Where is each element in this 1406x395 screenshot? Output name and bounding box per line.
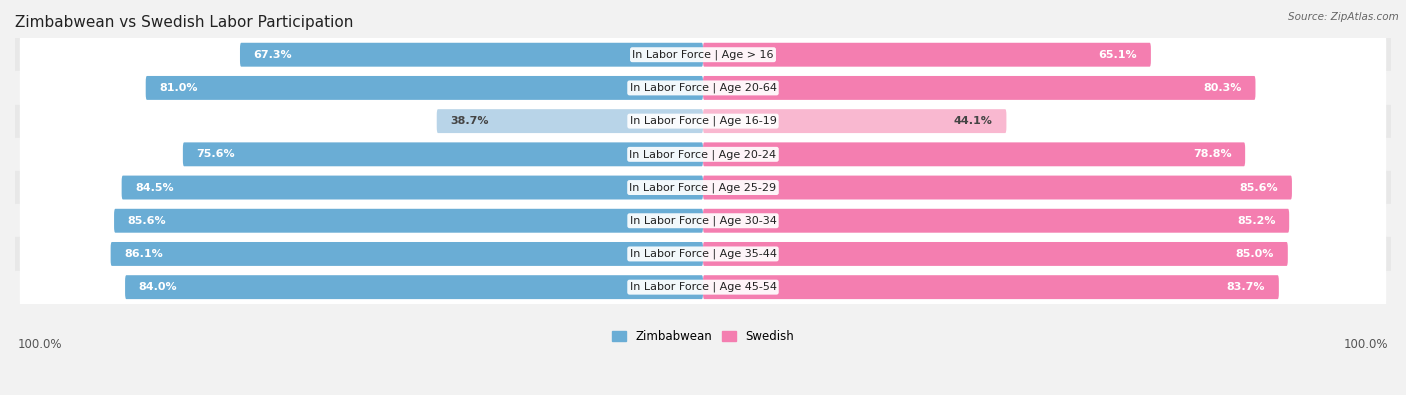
Bar — [15, 271, 1391, 304]
FancyBboxPatch shape — [122, 176, 703, 199]
FancyBboxPatch shape — [114, 209, 703, 233]
Text: 75.6%: 75.6% — [197, 149, 235, 159]
Text: In Labor Force | Age 25-29: In Labor Force | Age 25-29 — [630, 182, 776, 193]
Text: 67.3%: 67.3% — [253, 50, 292, 60]
FancyBboxPatch shape — [20, 228, 1386, 280]
Text: 84.0%: 84.0% — [139, 282, 177, 292]
Text: 83.7%: 83.7% — [1226, 282, 1265, 292]
Text: 85.6%: 85.6% — [128, 216, 166, 226]
Text: In Labor Force | Age > 16: In Labor Force | Age > 16 — [633, 49, 773, 60]
Text: 100.0%: 100.0% — [1344, 338, 1388, 351]
FancyBboxPatch shape — [703, 142, 1246, 166]
FancyBboxPatch shape — [703, 275, 1279, 299]
Text: 85.2%: 85.2% — [1237, 216, 1275, 226]
FancyBboxPatch shape — [703, 76, 1256, 100]
Text: 38.7%: 38.7% — [450, 116, 489, 126]
FancyBboxPatch shape — [20, 61, 1386, 115]
Text: In Labor Force | Age 35-44: In Labor Force | Age 35-44 — [630, 249, 776, 259]
Bar — [15, 171, 1391, 204]
FancyBboxPatch shape — [146, 76, 703, 100]
Text: 65.1%: 65.1% — [1098, 50, 1137, 60]
FancyBboxPatch shape — [183, 142, 703, 166]
FancyBboxPatch shape — [703, 242, 1288, 266]
FancyBboxPatch shape — [240, 43, 703, 67]
Text: 86.1%: 86.1% — [124, 249, 163, 259]
FancyBboxPatch shape — [703, 109, 1007, 133]
Bar — [15, 237, 1391, 271]
Text: 80.3%: 80.3% — [1204, 83, 1241, 93]
Text: 81.0%: 81.0% — [159, 83, 198, 93]
FancyBboxPatch shape — [703, 43, 1152, 67]
Text: In Labor Force | Age 20-64: In Labor Force | Age 20-64 — [630, 83, 776, 93]
Text: 85.0%: 85.0% — [1236, 249, 1274, 259]
Text: In Labor Force | Age 20-24: In Labor Force | Age 20-24 — [630, 149, 776, 160]
Legend: Zimbabwean, Swedish: Zimbabwean, Swedish — [612, 330, 794, 343]
Text: 100.0%: 100.0% — [18, 338, 62, 351]
Text: In Labor Force | Age 30-34: In Labor Force | Age 30-34 — [630, 216, 776, 226]
Bar — [15, 204, 1391, 237]
Text: 44.1%: 44.1% — [953, 116, 993, 126]
FancyBboxPatch shape — [111, 242, 703, 266]
FancyBboxPatch shape — [20, 194, 1386, 247]
FancyBboxPatch shape — [20, 94, 1386, 148]
FancyBboxPatch shape — [703, 209, 1289, 233]
Text: 78.8%: 78.8% — [1192, 149, 1232, 159]
Text: 85.6%: 85.6% — [1240, 182, 1278, 192]
FancyBboxPatch shape — [125, 275, 703, 299]
Text: Source: ZipAtlas.com: Source: ZipAtlas.com — [1288, 12, 1399, 22]
FancyBboxPatch shape — [20, 128, 1386, 181]
Text: In Labor Force | Age 45-54: In Labor Force | Age 45-54 — [630, 282, 776, 292]
FancyBboxPatch shape — [20, 261, 1386, 314]
Text: 84.5%: 84.5% — [135, 182, 174, 192]
FancyBboxPatch shape — [20, 161, 1386, 214]
FancyBboxPatch shape — [437, 109, 703, 133]
Bar — [15, 71, 1391, 105]
FancyBboxPatch shape — [703, 176, 1292, 199]
Text: In Labor Force | Age 16-19: In Labor Force | Age 16-19 — [630, 116, 776, 126]
FancyBboxPatch shape — [20, 28, 1386, 81]
Bar — [15, 38, 1391, 71]
Bar — [15, 138, 1391, 171]
Text: Zimbabwean vs Swedish Labor Participation: Zimbabwean vs Swedish Labor Participatio… — [15, 15, 353, 30]
Bar — [15, 105, 1391, 138]
